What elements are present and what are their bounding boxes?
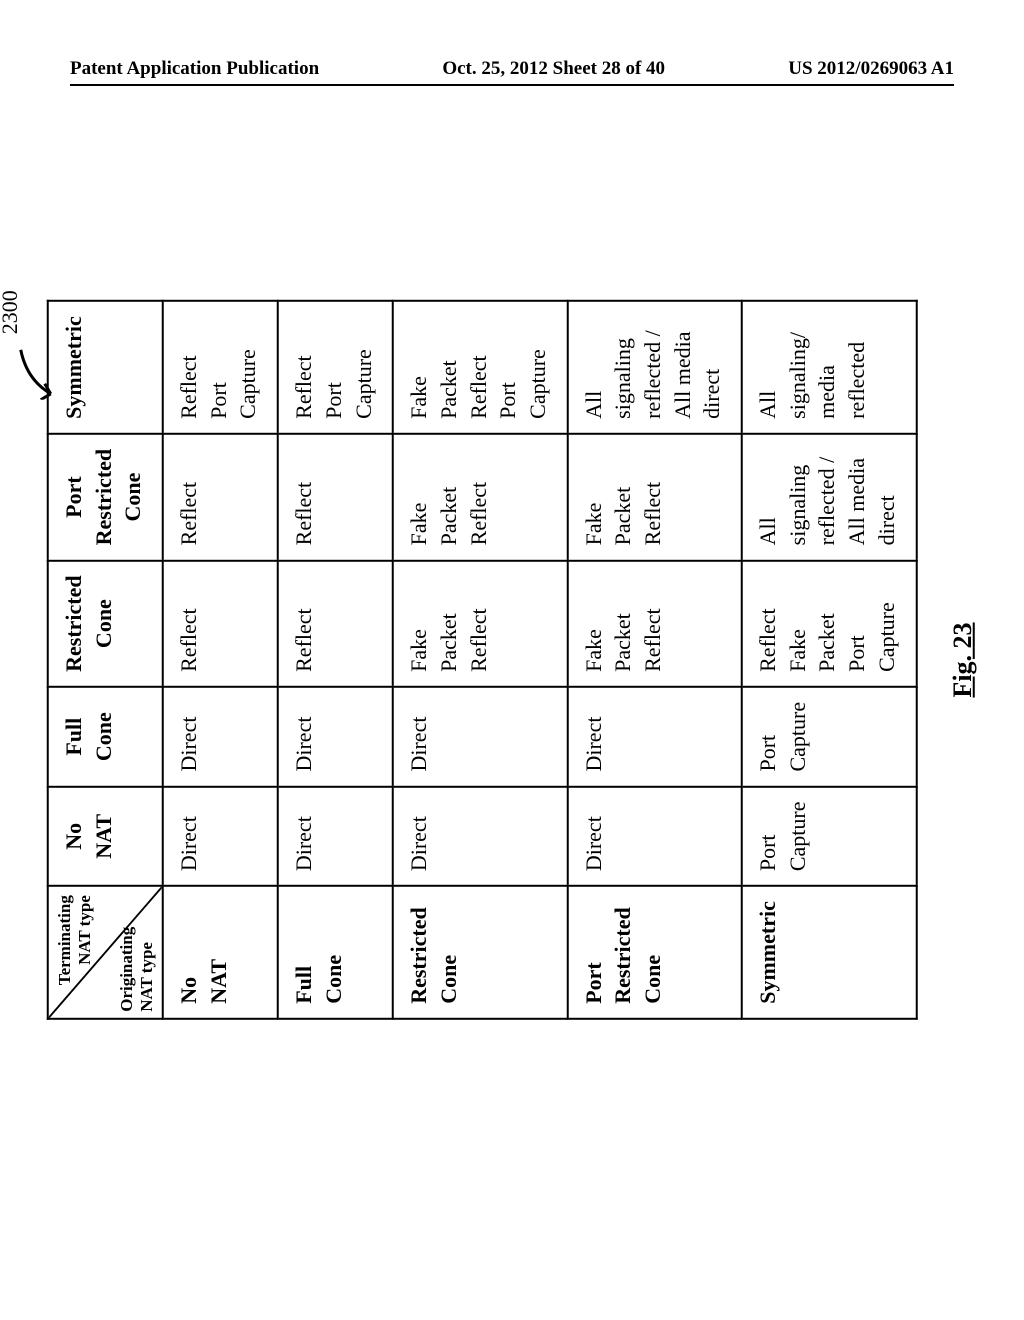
header-center: Oct. 25, 2012 Sheet 28 of 40 xyxy=(442,58,665,80)
table-cell: Reflect xyxy=(278,560,393,687)
figure-caption: Fig. 23 xyxy=(947,300,977,1020)
table-cell: Direct xyxy=(393,687,567,787)
table-cell: All signaling reflected / All media dire… xyxy=(742,434,916,561)
table-cell: Direct xyxy=(567,787,741,887)
table-row: PortRestrictedConeDirectDirectFake Packe… xyxy=(567,301,741,1019)
table-cell: Reflect xyxy=(163,560,278,687)
table-row: NoNATDirectDirectReflectReflectReflectPo… xyxy=(163,301,278,1019)
corner-header: TerminatingNAT type OriginatingNAT type xyxy=(48,886,163,1019)
figure-rotated-wrap: 2300 TerminatingNAT type OriginatingNAT … xyxy=(47,300,978,1020)
row-header: NoNAT xyxy=(163,886,278,1019)
reference-arrow-icon xyxy=(19,340,59,400)
table-cell: Direct xyxy=(278,787,393,887)
col-port-restricted-cone: PortRestrictedCone xyxy=(48,434,163,561)
col-full-cone: Full Cone xyxy=(48,687,163,787)
table-cell: Direct xyxy=(567,687,741,787)
originating-label: OriginatingNAT type xyxy=(117,927,156,1012)
nat-traversal-table: TerminatingNAT type OriginatingNAT type … xyxy=(47,300,918,1020)
header-left: Patent Application Publication xyxy=(70,58,319,80)
table-cell: Fake PacketReflect xyxy=(393,560,567,687)
table-cell: Reflect xyxy=(278,434,393,561)
table-body: NoNATDirectDirectReflectReflectReflectPo… xyxy=(163,301,916,1019)
table-row: SymmetricPort CapturePort CaptureReflect… xyxy=(742,301,916,1019)
row-header: PortRestrictedCone xyxy=(567,886,741,1019)
table-cell: ReflectPort Capture xyxy=(163,301,278,434)
table-cell: Fake PacketReflectPort Capture xyxy=(393,301,567,434)
table-cell: Port Capture xyxy=(742,787,916,887)
table-cell: Direct xyxy=(163,687,278,787)
table-row: RestrictedConeDirectDirectFake PacketRef… xyxy=(393,301,567,1019)
col-symmetric: Symmetric xyxy=(48,301,163,434)
row-header: Symmetric xyxy=(742,886,916,1019)
col-restricted-cone: RestrictedCone xyxy=(48,560,163,687)
reference-number: 2300 xyxy=(0,290,23,334)
col-no-nat: No NAT xyxy=(48,787,163,887)
row-header: RestrictedCone xyxy=(393,886,567,1019)
table-cell: Fake PacketReflect xyxy=(567,560,741,687)
table-cell: Port Capture xyxy=(742,687,916,787)
header-right: US 2012/0269063 A1 xyxy=(788,58,954,80)
page-header: Patent Application Publication Oct. 25, … xyxy=(0,58,1024,86)
terminating-label: TerminatingNAT type xyxy=(55,895,94,985)
table-cell: Direct xyxy=(393,787,567,887)
table-cell: All signaling reflected / All media dire… xyxy=(567,301,741,434)
table-cell: Fake PacketReflect xyxy=(393,434,567,561)
table-cell: Direct xyxy=(163,787,278,887)
table-cell: Fake PacketReflect xyxy=(567,434,741,561)
table-cell: All signaling/ media reflected xyxy=(742,301,916,434)
table-row: FullConeDirectDirectReflectReflectReflec… xyxy=(278,301,393,1019)
row-header: FullCone xyxy=(278,886,393,1019)
table-cell: ReflectFake PacketPort Capture xyxy=(742,560,916,687)
table-cell: Reflect xyxy=(163,434,278,561)
table-cell: Direct xyxy=(278,687,393,787)
table-cell: ReflectPort Capture xyxy=(278,301,393,434)
